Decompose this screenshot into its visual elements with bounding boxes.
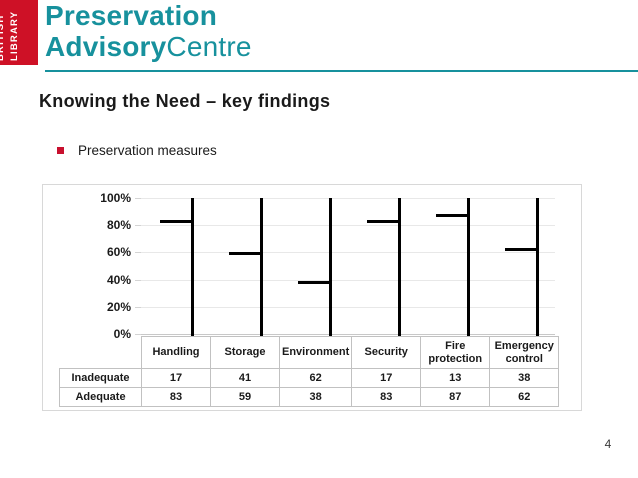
gridline [141, 306, 555, 308]
table-value-cell: 83 [141, 387, 211, 407]
table-row-label: Inadequate [59, 368, 142, 388]
adequate-value-tick [160, 219, 195, 223]
table-header-cell: Storage [210, 336, 280, 369]
gridline [141, 334, 555, 335]
table-value-cell: 62 [278, 368, 353, 388]
gridline [141, 198, 555, 199]
hilo-line [536, 198, 540, 336]
table-header-cell: Emergency control [489, 336, 560, 369]
y-axis-tick-icon [135, 225, 141, 227]
brand-line-2: AdvisoryCentre [45, 31, 252, 62]
y-axis-tick-label: 60% [106, 245, 131, 260]
y-axis-tick-icon [135, 279, 141, 281]
y-axis-tick-label: 100% [100, 191, 131, 205]
chart-data-table: Handling Storage Environment Security Fire p… [59, 336, 560, 407]
table-value-cell: 17 [351, 368, 422, 388]
y-axis-tick-label: 20% [106, 299, 131, 314]
table-value-cell: 59 [210, 387, 280, 407]
adequate-value-tick [229, 252, 264, 256]
british-library-logo: BRITISH LIBRARY [0, 0, 38, 65]
logo-word-library: LIBRARY [9, 10, 20, 61]
header-rule [45, 70, 638, 72]
table-value-cell: 41 [210, 368, 280, 388]
brand-wordmark: Preservation AdvisoryCentre [45, 0, 252, 62]
table-value-cell: 13 [420, 368, 491, 388]
y-axis-tick-icon [135, 198, 141, 199]
y-axis-tick-icon [135, 334, 141, 335]
gridline [141, 225, 555, 227]
y-axis-tick-icon [135, 252, 141, 254]
logo-word-british: BRITISH [0, 14, 6, 61]
adequate-value-tick [298, 280, 333, 284]
preservation-measures-chart: 100% 80% 60% 40% 20% 0% Handling Storage Environ… [42, 184, 582, 411]
table-value-cell: 62 [489, 387, 560, 407]
table-row: Adequate 83 59 38 83 87 62 [59, 387, 560, 407]
y-axis-tick-label: 80% [106, 218, 131, 233]
gridline [141, 252, 555, 254]
gridline [141, 279, 555, 281]
adequate-value-tick [505, 248, 540, 252]
bullet-item: Preservation measures [57, 143, 217, 158]
page-title: Knowing the Need – key findings [39, 91, 331, 111]
table-row-label: Adequate [59, 387, 142, 407]
page-number: 4 [604, 437, 612, 451]
table-value-cell: 87 [420, 387, 491, 407]
table-corner-cell [60, 337, 142, 369]
table-header-cell: Fire protection [420, 336, 491, 369]
hilo-line [398, 198, 402, 336]
hilo-line [191, 198, 195, 336]
y-axis-tick-label: 40% [106, 272, 131, 287]
hilo-line [467, 198, 471, 336]
y-axis-tick-label: 0% [113, 327, 131, 341]
table-header-cell: Environment [278, 336, 353, 369]
hilo-line [329, 198, 333, 336]
hilo-line [260, 198, 264, 336]
brand-line-1: Preservation [45, 0, 218, 31]
table-value-cell: 38 [489, 368, 560, 388]
bullet-label: Preservation measures [78, 143, 217, 158]
bullet-square-icon [57, 147, 64, 154]
brand-advisory: Advisory [45, 31, 167, 62]
brand-centre: Centre [166, 31, 252, 62]
table-value-cell: 83 [351, 387, 422, 407]
table-header-cell: Handling [141, 336, 211, 369]
table-value-cell: 38 [278, 387, 353, 407]
table-row: Inadequate 17 41 62 17 13 38 [59, 368, 560, 388]
table-header-cell: Security [351, 336, 422, 369]
table-value-cell: 17 [141, 368, 211, 388]
y-axis-tick-icon [135, 306, 141, 308]
adequate-value-tick [436, 214, 471, 218]
adequate-value-tick [367, 219, 402, 223]
